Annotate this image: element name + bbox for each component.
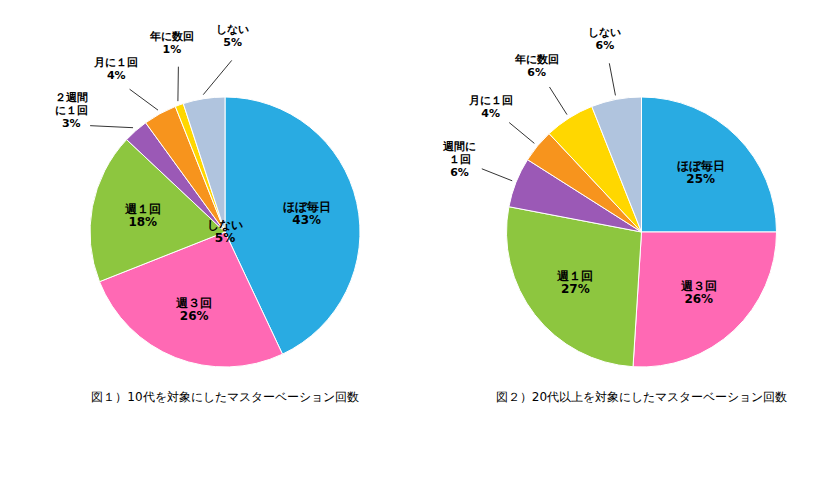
data-label: 26%: [180, 309, 209, 323]
pie-slice: [642, 97, 777, 232]
slice-category-label: しない: [588, 26, 621, 39]
pie-slice: [633, 232, 776, 367]
pie-slice: [183, 97, 225, 232]
slice-category-label: ２週間に１回: [55, 91, 88, 117]
slices: [90, 97, 360, 367]
leader-line: [509, 123, 534, 144]
leader-line: [203, 60, 231, 94]
labels: ほぼ毎日25%週３回26%週１回27%週間に１回6%月に１回4%年に数回6%しな…: [442, 26, 725, 306]
slice-category-label: しない: [216, 23, 249, 36]
slices: [506, 97, 776, 367]
slice-category-label: 週３回: [175, 296, 212, 310]
slice-category-label: 週１回: [124, 202, 161, 216]
data-label: 4%: [107, 69, 126, 82]
slice-category-label: 週間に１回: [442, 140, 476, 166]
data-label: 25%: [686, 172, 715, 186]
leader-line: [177, 67, 178, 101]
annotation: しない5%: [207, 218, 243, 245]
slice-category-label: ほぼ毎日: [677, 159, 725, 173]
data-label: 43%: [292, 213, 321, 227]
data-label: 18%: [128, 215, 157, 229]
leader-line: [130, 89, 158, 110]
pie-chart: ほぼ毎日43% 週３回26% 週１回18% ２週間に１回3% 月に１回4% 年に数回1% し…: [55, 23, 360, 367]
slice-category-label: 週１回: [556, 269, 593, 283]
slice-category-label: ほぼ毎日: [283, 200, 331, 214]
slice-category-label: 月に１回: [93, 56, 138, 69]
slice-category-label: 月に１回: [468, 94, 513, 107]
data-label: 5%: [223, 36, 242, 49]
slice-category-label: 年に数回: [149, 30, 194, 43]
data-label: 6%: [450, 166, 469, 179]
chart-root: ほぼ毎日43%週３回26%週１回18%２週間に１回3%月に１回4%年に数回1%し…: [0, 0, 833, 491]
leader-line: [549, 87, 567, 115]
data-label: 27%: [561, 282, 590, 296]
pie-chart: ほぼ毎日25%週３回26%週１回27%週間に１回6%月に１回4%年に数回6%しな…: [442, 26, 777, 367]
leader-line: [482, 169, 512, 181]
leader-line: [609, 63, 615, 95]
leader-line: [90, 126, 133, 128]
data-label: 6%: [595, 39, 614, 52]
data-label: 26%: [684, 292, 713, 306]
data-label: 4%: [481, 107, 500, 120]
chart-title: 図２）20代以上を対象にしたマスターベーション回数: [496, 390, 787, 404]
data-label: 3%: [62, 117, 81, 130]
data-label: 6%: [527, 66, 546, 79]
chart-title: 図１）10代を対象にしたマスターベーション回数: [91, 390, 358, 404]
pie-slice: [592, 97, 642, 232]
slice-category-label: 週３回: [680, 279, 717, 293]
slice-category-label: 年に数回: [514, 53, 559, 66]
data-label: 1%: [163, 43, 182, 56]
labels: ほぼ毎日43% 週３回26% 週１回18% ２週間に１回3% 月に１回4% 年に数回1% し…: [55, 23, 331, 323]
pie-slice: [506, 207, 641, 367]
